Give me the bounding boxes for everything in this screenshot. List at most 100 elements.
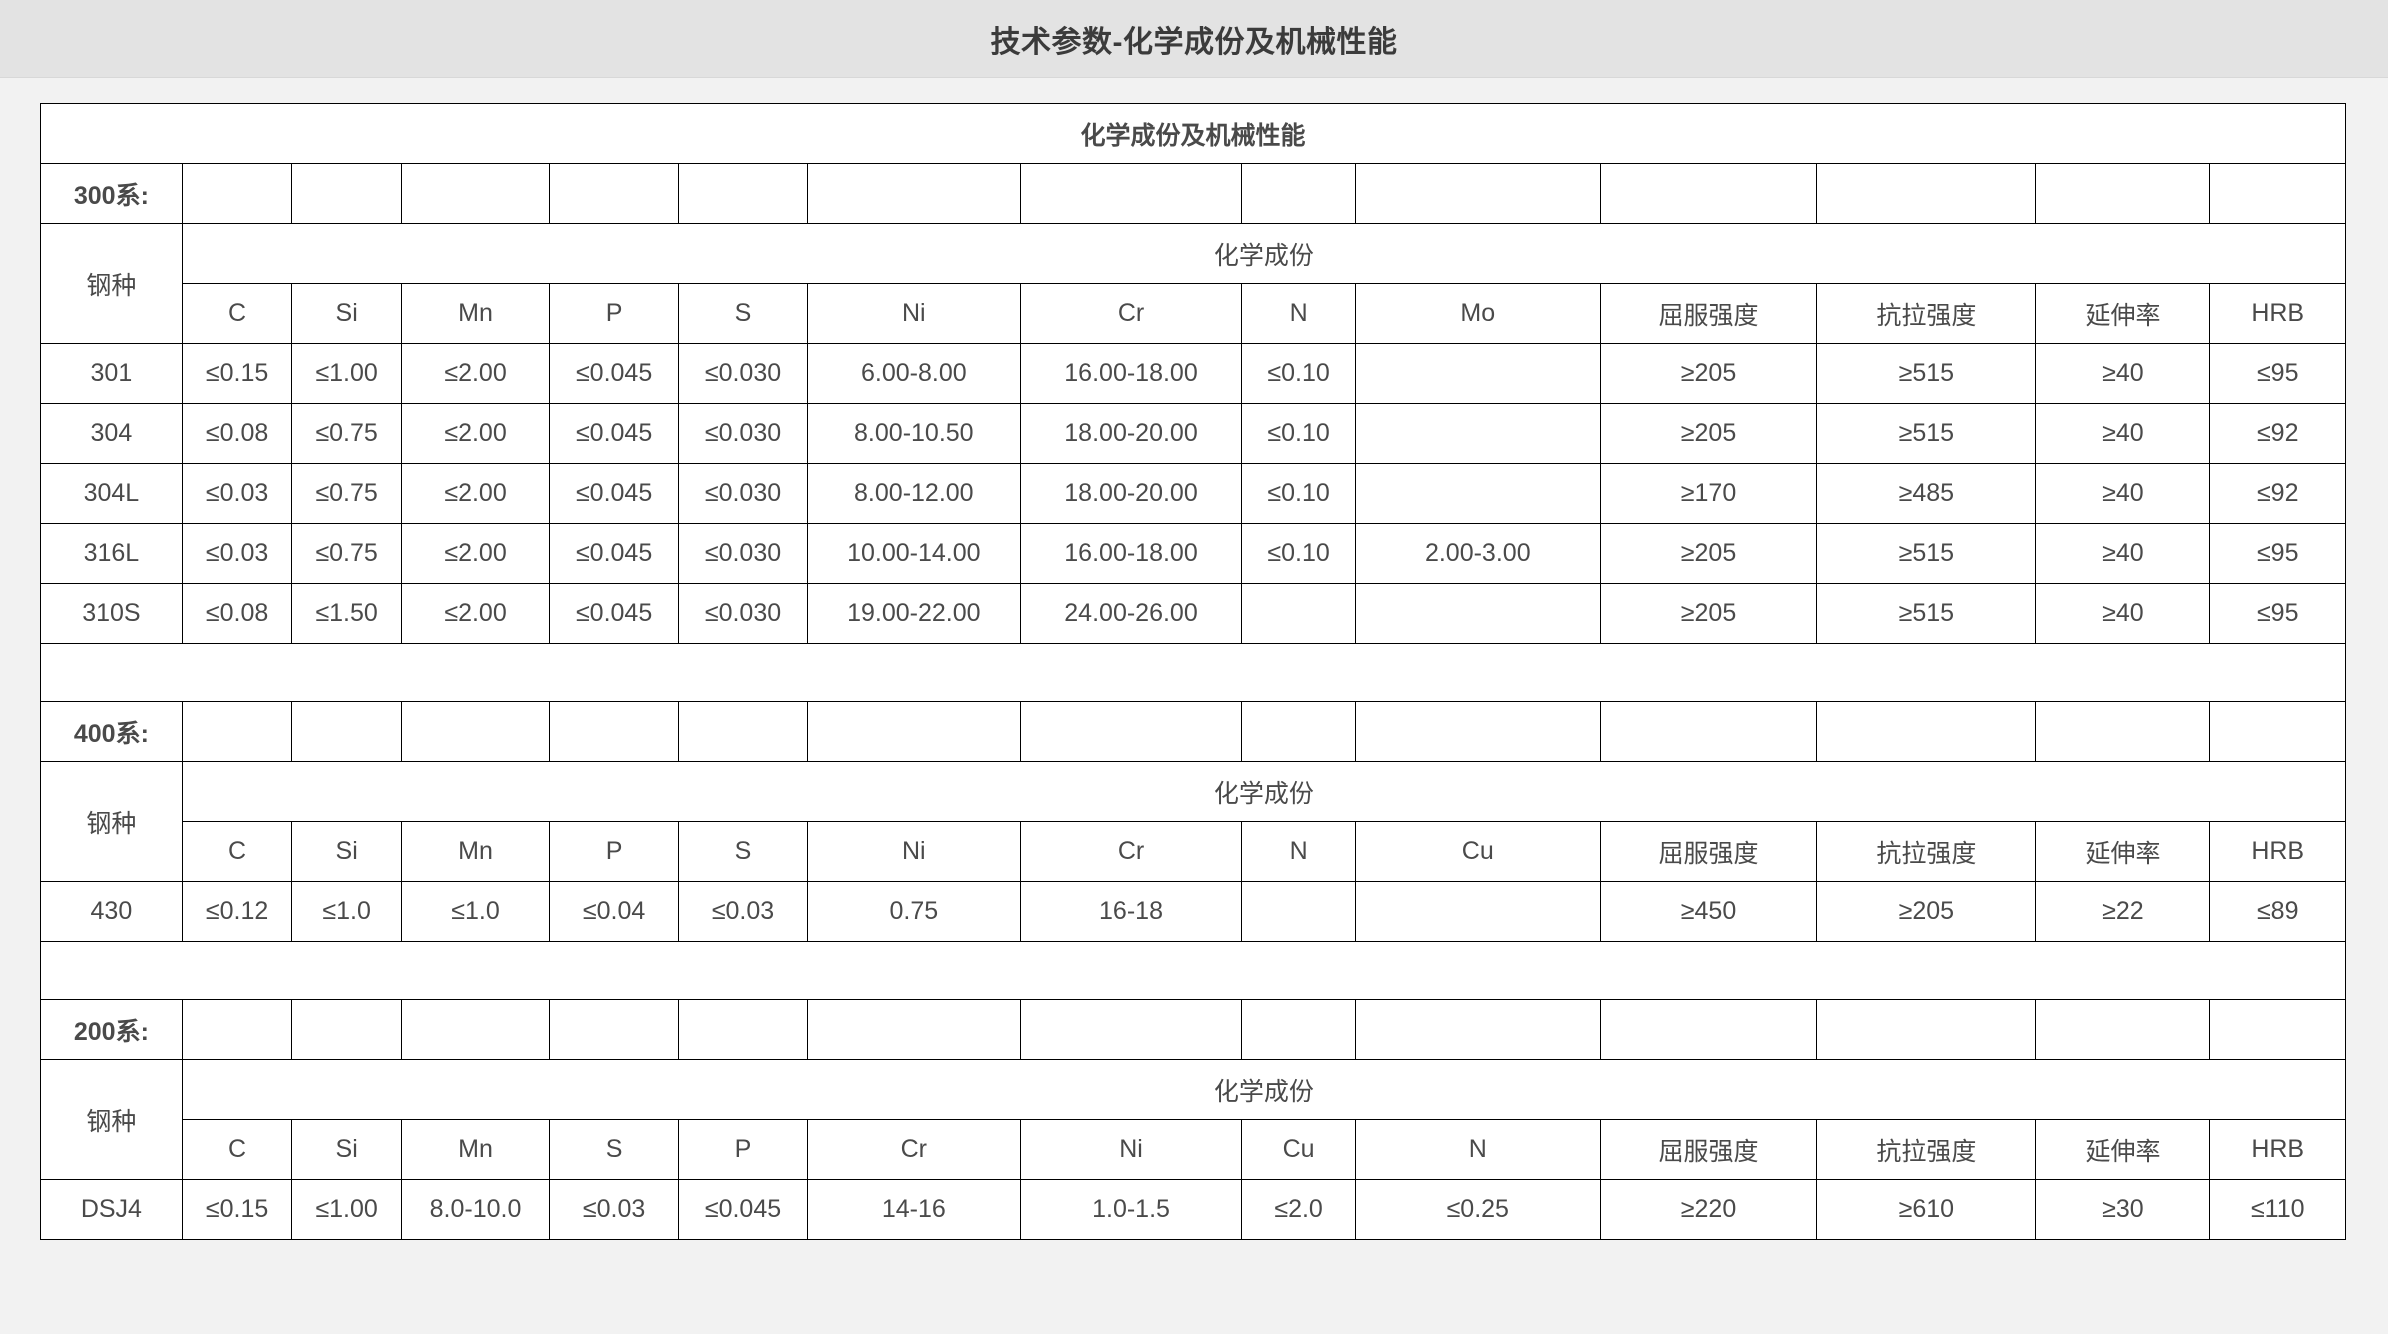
series-label-row: 400系: — [40, 701, 2346, 762]
column-header-屈服强度: 屈服强度 — [1599, 283, 1818, 344]
value-cell: ≤2.00 — [400, 523, 551, 584]
value-cell: ≥40 — [2035, 523, 2211, 584]
empty-cell — [2035, 163, 2211, 224]
value-cell: ≤1.50 — [291, 583, 402, 644]
series-label-2: 200系: — [40, 999, 183, 1060]
value-cell: ≤95 — [2209, 583, 2346, 644]
column-header-抗拉强度: 抗拉强度 — [1816, 1119, 2037, 1180]
value-cell: ≥205 — [1816, 881, 2037, 942]
value-cell: ≤1.0 — [400, 881, 551, 942]
empty-cell — [1241, 999, 1356, 1060]
table-row: DSJ4 ≤0.15 ≤1.00 8.0-10.0 ≤0.03 ≤0.045 14-16 1.… — [40, 1179, 2346, 1240]
value-cell: 8.00-12.00 — [806, 463, 1021, 524]
value-cell: ≥515 — [1816, 583, 2037, 644]
empty-cell — [1599, 163, 1818, 224]
series-label-row: 300系: — [40, 163, 2346, 224]
column-header-延伸率: 延伸率 — [2035, 1119, 2211, 1180]
column-header-S: S — [549, 1119, 680, 1180]
table-row: 304 ≤0.08 ≤0.75 ≤2.00 ≤0.045 ≤0.030 8.00-10.50… — [40, 403, 2346, 464]
grade-cell: 430 — [40, 881, 183, 942]
column-header-延伸率: 延伸率 — [2035, 283, 2211, 344]
empty-cell — [806, 163, 1021, 224]
chem-banner-row: 钢种 化学成份 — [40, 223, 2347, 344]
value-cell: ≥40 — [2035, 583, 2211, 644]
value-cell — [1354, 583, 1601, 644]
value-cell: ≤0.75 — [291, 523, 402, 584]
column-header-P: P — [549, 821, 680, 882]
section-spacer-row — [40, 643, 2346, 702]
value-cell: ≤0.08 — [181, 403, 293, 464]
value-cell: ≤2.00 — [400, 463, 551, 524]
column-header-N: N — [1241, 821, 1356, 882]
chem-group-header-1: 化学成份 — [181, 761, 2347, 822]
value-cell: ≤92 — [2209, 403, 2346, 464]
grade-cell: 304L — [40, 463, 183, 524]
value-cell: ≥515 — [1816, 343, 2037, 404]
empty-cell — [1241, 701, 1356, 762]
empty-cell — [1241, 163, 1356, 224]
value-cell: ≤95 — [2209, 343, 2346, 404]
empty-cell — [549, 999, 680, 1060]
value-cell: 0.75 — [806, 881, 1021, 942]
empty-cell — [1354, 163, 1601, 224]
value-cell: ≤0.03 — [181, 463, 293, 524]
empty-cell — [1019, 701, 1243, 762]
column-header-Si: Si — [291, 283, 402, 344]
value-cell: 18.00-20.00 — [1019, 403, 1243, 464]
value-cell: ≤0.75 — [291, 463, 402, 524]
chem-group-header-0: 化学成份 — [181, 223, 2347, 284]
empty-cell — [549, 163, 680, 224]
grade-cell: DSJ4 — [40, 1179, 183, 1240]
value-cell: 16.00-18.00 — [1019, 343, 1243, 404]
value-cell: 8.0-10.0 — [400, 1179, 551, 1240]
column-header-抗拉强度: 抗拉强度 — [1816, 821, 2037, 882]
value-cell: ≤0.030 — [678, 523, 808, 584]
value-cell: ≤0.15 — [181, 343, 293, 404]
column-header-Cr: Cr — [1019, 821, 1243, 882]
value-cell: ≥205 — [1599, 523, 1818, 584]
value-cell: ≥205 — [1599, 403, 1818, 464]
value-cell: ≥205 — [1599, 343, 1818, 404]
value-cell: ≤0.03 — [549, 1179, 680, 1240]
column-header-Ni: Ni — [806, 821, 1021, 882]
empty-cell — [1816, 999, 2037, 1060]
table-row: 316L ≤0.03 ≤0.75 ≤2.00 ≤0.045 ≤0.030 10.00-14.… — [40, 523, 2346, 584]
column-header-HRB: HRB — [2209, 1119, 2346, 1180]
value-cell: ≥30 — [2035, 1179, 2211, 1240]
value-cell: 19.00-22.00 — [806, 583, 1021, 644]
page-title: 技术参数-化学成份及机械性能 — [990, 25, 1398, 59]
table-row: 304L ≤0.03 ≤0.75 ≤2.00 ≤0.045 ≤0.030 8.00-12.0… — [40, 463, 2346, 524]
value-cell: ≤0.045 — [549, 583, 680, 644]
value-cell: ≤0.030 — [678, 463, 808, 524]
value-cell: ≥515 — [1816, 403, 2037, 464]
value-cell — [1241, 881, 1356, 942]
value-cell: 8.00-10.50 — [806, 403, 1021, 464]
value-cell: 10.00-14.00 — [806, 523, 1021, 584]
column-header-Ni: Ni — [806, 283, 1021, 344]
value-cell: ≤1.00 — [291, 1179, 402, 1240]
value-cell: 16.00-18.00 — [1019, 523, 1243, 584]
grade-header-0: 钢种 — [40, 223, 183, 344]
column-header-P: P — [678, 1119, 808, 1180]
column-header-Cu: Cu — [1241, 1119, 1356, 1180]
chem-banner-row: 钢种 化学成份 — [40, 1059, 2347, 1180]
spacer-cell — [40, 941, 2346, 1000]
value-cell: ≤0.045 — [549, 343, 680, 404]
empty-cell — [400, 999, 551, 1060]
value-cell: ≤0.030 — [678, 583, 808, 644]
column-header-Si: Si — [291, 1119, 402, 1180]
column-header-C: C — [181, 821, 293, 882]
spec-table-body: 化学成份及机械性能 300系: 钢种 化学成份 C Si Mn P S Ni Cr N Mo 屈服强度 抗拉… — [40, 103, 2347, 1240]
empty-cell — [1354, 701, 1601, 762]
empty-cell — [806, 999, 1021, 1060]
table-caption-row: 化学成份及机械性能 — [40, 103, 2346, 164]
grade-cell: 304 — [40, 403, 183, 464]
column-header-N: N — [1241, 283, 1356, 344]
value-cell: ≤1.00 — [291, 343, 402, 404]
empty-cell — [1816, 163, 2037, 224]
grade-cell: 316L — [40, 523, 183, 584]
empty-cell — [1354, 999, 1601, 1060]
value-cell: ≥22 — [2035, 881, 2211, 942]
empty-cell — [2035, 701, 2211, 762]
spec-table: 化学成份及机械性能 300系: 钢种 化学成份 C Si Mn P S Ni Cr N Mo 屈服强度 抗拉… — [40, 103, 2347, 1240]
